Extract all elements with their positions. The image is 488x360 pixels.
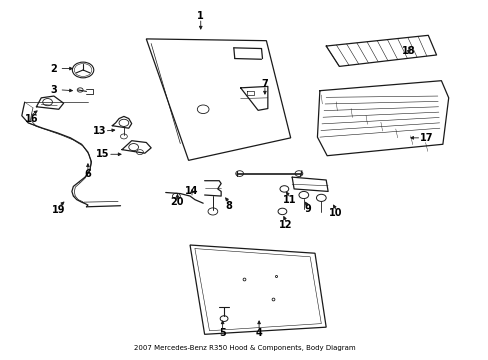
Text: 15: 15	[96, 149, 109, 159]
Text: 6: 6	[84, 168, 91, 179]
Text: 13: 13	[93, 126, 106, 136]
Text: 19: 19	[52, 205, 65, 215]
Text: 16: 16	[25, 113, 38, 123]
Text: 11: 11	[282, 195, 295, 204]
Text: 3: 3	[50, 85, 57, 95]
Text: 9: 9	[304, 204, 310, 214]
Text: 2: 2	[50, 64, 57, 73]
Text: 2007 Mercedes-Benz R350 Hood & Components, Body Diagram: 2007 Mercedes-Benz R350 Hood & Component…	[133, 346, 355, 351]
Text: 10: 10	[328, 208, 342, 218]
Text: 4: 4	[255, 328, 262, 338]
Text: 8: 8	[225, 201, 232, 211]
Text: 20: 20	[170, 197, 184, 207]
Text: 5: 5	[219, 328, 225, 338]
Text: 7: 7	[261, 79, 268, 89]
Text: 18: 18	[401, 46, 415, 56]
Text: 12: 12	[279, 220, 292, 230]
Text: 14: 14	[185, 186, 198, 197]
Text: 1: 1	[197, 12, 203, 21]
Text: 17: 17	[419, 133, 433, 143]
